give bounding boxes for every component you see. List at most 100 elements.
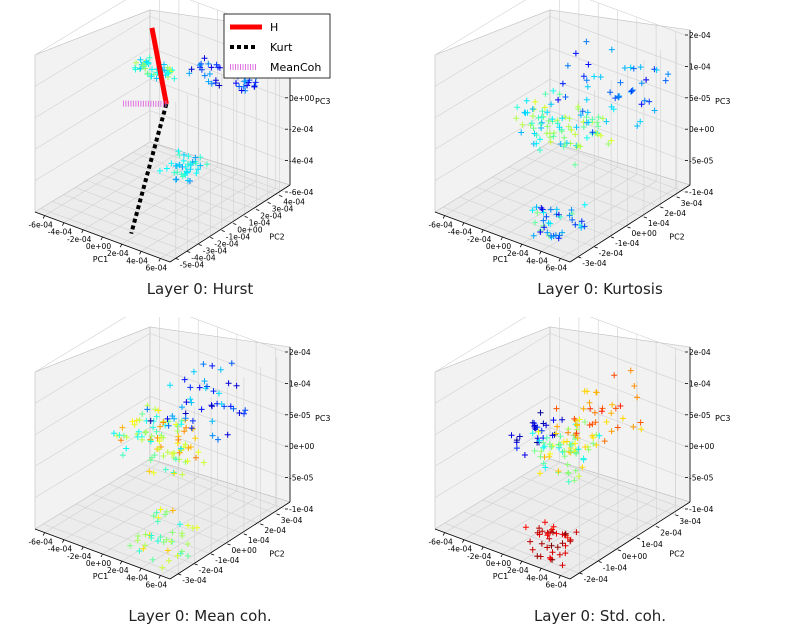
data-point [508, 432, 515, 439]
data-point [132, 66, 139, 73]
y-tick-mark [227, 543, 231, 546]
data-point [572, 467, 579, 474]
data-point [179, 548, 185, 555]
y-tick-label: -1e-04 [215, 556, 240, 565]
grid-line-y [508, 60, 645, 218]
data-point [183, 399, 190, 406]
data-point [236, 410, 243, 416]
data-point [550, 87, 557, 94]
y-tick-label: 1e-04 [249, 219, 271, 228]
data-point [161, 61, 167, 68]
z-tick-label: 0e+00 [689, 442, 714, 451]
grid-line-z [434, 16, 686, 87]
x-tick-label: 2e-04 [507, 566, 529, 575]
data-point [182, 415, 189, 422]
data-point [538, 427, 545, 434]
data-point [198, 66, 205, 73]
data-point [160, 453, 167, 459]
x-tick-label: 4e-04 [526, 573, 548, 582]
data-point [148, 532, 155, 539]
data-point [551, 130, 557, 136]
data-point [575, 473, 582, 480]
data-point [218, 401, 225, 407]
grid-line-y [482, 392, 619, 551]
data-point [173, 421, 180, 428]
data-point [615, 93, 622, 100]
x-tick-mark [519, 560, 523, 565]
data-point [119, 452, 126, 459]
data-point [228, 360, 235, 367]
data-point [540, 439, 547, 446]
x-tick-mark [81, 229, 84, 234]
data-point [173, 176, 180, 183]
data-point [607, 89, 614, 96]
data-point [210, 388, 217, 395]
y-tick-mark [579, 572, 583, 575]
data-point [165, 69, 172, 76]
y-tick-mark [244, 216, 248, 218]
grid-line-z [434, 317, 686, 373]
data-point [562, 530, 569, 537]
plot-std-coh: -6e-04-4e-04-2e-040e+002e-044e-046e-04-2… [428, 317, 731, 589]
data-point [653, 67, 660, 73]
data-point [513, 445, 520, 452]
data-point [116, 432, 123, 439]
data-point [634, 123, 641, 129]
data-point [196, 62, 203, 69]
data-point [591, 409, 598, 416]
data-point [120, 432, 127, 439]
data-point [233, 382, 240, 389]
data-point [578, 218, 585, 225]
data-point [603, 118, 610, 125]
data-point [206, 71, 213, 77]
data-point [153, 509, 160, 516]
data-point [581, 419, 588, 425]
data-point [149, 66, 155, 73]
data-point [638, 80, 645, 87]
data-point [564, 62, 571, 69]
data-point [569, 216, 576, 223]
data-point [531, 425, 538, 431]
x-axis-label: PC1 [93, 572, 109, 581]
z-tick-label: 1e-04 [689, 62, 711, 71]
z-tick-label: 2e-04 [689, 348, 711, 357]
data-point [133, 59, 139, 66]
z-axis-label: PC3 [715, 414, 731, 423]
data-point [614, 424, 621, 431]
data-point [144, 59, 151, 66]
data-point [142, 429, 149, 436]
data-point [532, 219, 538, 226]
data-point [190, 368, 197, 375]
data-point [244, 82, 251, 89]
legend-label-kurt: Kurt [270, 41, 293, 54]
data-point [637, 118, 644, 125]
data-point [174, 552, 181, 559]
x-tick-mark [558, 575, 561, 579]
data-point [583, 77, 590, 84]
data-point [536, 470, 543, 477]
data-point [595, 123, 602, 130]
data-point [532, 98, 539, 105]
data-point [217, 366, 224, 373]
data-point [188, 399, 195, 406]
data-point [599, 115, 606, 122]
y-tick-mark [643, 216, 648, 219]
z-axis-label: PC3 [315, 97, 331, 106]
y-tick-mark [260, 523, 264, 526]
z-tick-label: 0e+00 [689, 125, 714, 134]
y-tick-mark [187, 251, 191, 253]
data-point [180, 157, 187, 164]
data-point [153, 413, 160, 420]
data-point [580, 455, 587, 462]
y-tick-label: 1e-04 [648, 219, 670, 228]
data-point [205, 60, 212, 67]
x-tick-mark [100, 236, 103, 241]
grid-line-z [434, 47, 686, 119]
data-point [146, 54, 153, 61]
data-point [535, 114, 542, 121]
data-point [143, 428, 149, 435]
data-point [164, 415, 171, 422]
vector-h [149, 27, 169, 105]
